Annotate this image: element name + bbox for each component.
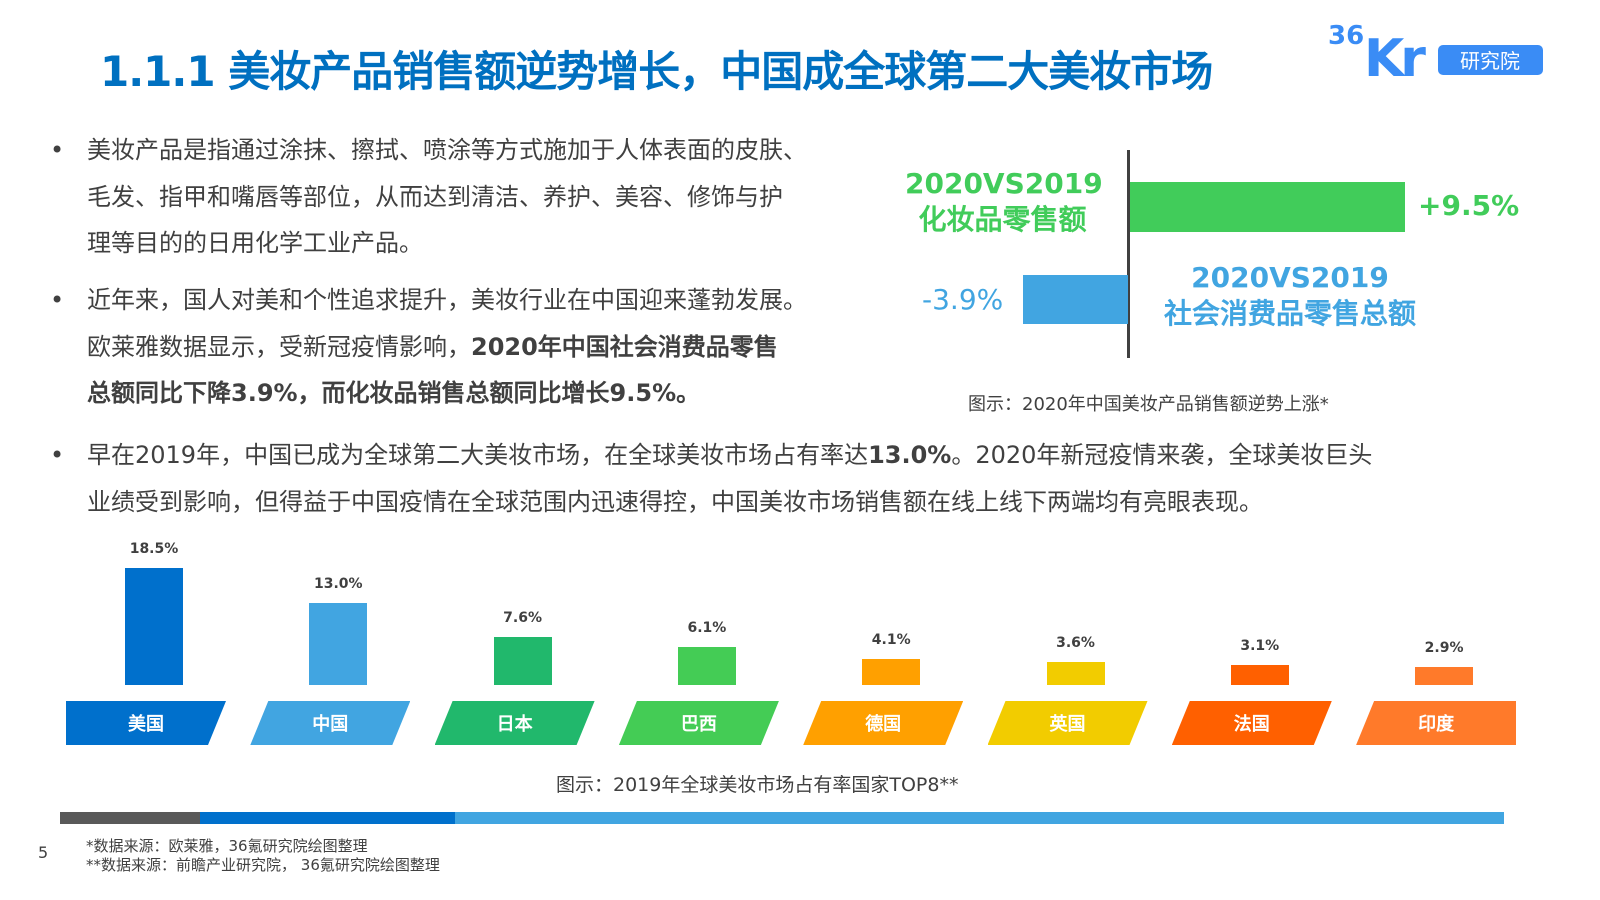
- 36kr-logo: 36 Kr 研究院: [1328, 21, 1543, 80]
- category-label: 巴西: [619, 701, 779, 745]
- text: 早在2019年，中国已成为全球第二大美妆市场，在全球美妆市场占有率达: [87, 441, 869, 469]
- category-label: 印度: [1356, 701, 1517, 745]
- chart-caption: 图示：2019年全球美妆市场占有率国家TOP8**: [556, 774, 959, 796]
- consumer-bar: [1023, 275, 1128, 324]
- text-line: 业绩受到影响，但得益于中国疫情在全球范围内迅速得控，中国美妆市场销售额在线上线下…: [87, 487, 1263, 516]
- category-label: 美国: [66, 701, 226, 745]
- bar-3: [677, 646, 736, 685]
- page-number: 5: [38, 843, 49, 862]
- text-line: 理等目的的日用化学工业产品。: [87, 229, 423, 257]
- category-label: 英国: [988, 701, 1148, 745]
- cosmetics-value: +9.5%: [1418, 189, 1520, 222]
- svg-text:36: 36: [1328, 21, 1364, 51]
- bar-5: [1046, 662, 1105, 685]
- comparison-axis: [1127, 150, 1130, 358]
- bar-4: [862, 659, 921, 685]
- bar-6: [1230, 665, 1289, 685]
- footer-bar: [60, 812, 1504, 824]
- text-line: 近年来，国人对美和个性追求提升，美妆行业在中国迎来蓬勃发展。: [87, 286, 807, 314]
- data-label: 2.9%: [1424, 639, 1464, 656]
- cosmetics-bar: [1130, 182, 1405, 232]
- highlight-text: 2020年中国社会消费品零售: [471, 332, 778, 361]
- source-note-1: *数据来源：欧莱雅，36氪研究院绘图整理: [86, 837, 368, 855]
- category-label: 法国: [1172, 701, 1332, 745]
- text-line: 美妆产品是指通过涂抹、擦拭、喷涂等方式施加于人体表面的皮肤、: [87, 136, 807, 164]
- consumer-value: -3.9%: [922, 283, 1004, 316]
- text-line: 欧莱雅数据显示，受新冠疫情影响，: [87, 332, 471, 361]
- bar-2: [493, 637, 552, 685]
- category-label: 中国: [250, 701, 410, 745]
- data-label: 6.1%: [687, 619, 727, 636]
- data-label: 13.0%: [314, 576, 363, 593]
- svg-text:研究院: 研究院: [1460, 49, 1520, 73]
- bar-7: [1415, 666, 1474, 685]
- text-line: 毛发、指甲和嘴唇等部位，从而达到清洁、养护、美容、修饰与护: [87, 182, 783, 211]
- page-title: 1.1.1 美妆产品销售额逆势增长，中国成全球第二大美妆市场: [100, 47, 1213, 96]
- source-note-2: **数据来源：前瞻产业研究院， 36氪研究院绘图整理: [86, 856, 440, 874]
- data-label: 3.1%: [1240, 638, 1280, 655]
- data-label: 4.1%: [871, 632, 911, 649]
- category-label: 德国: [803, 701, 963, 745]
- cosmetics-label: 2020VS2019 化妆品零售额: [905, 167, 1103, 236]
- svg-text:Kr: Kr: [1364, 29, 1426, 80]
- bar-0: [125, 568, 183, 685]
- data-label: 7.6%: [503, 610, 542, 627]
- bar-1: [309, 603, 368, 685]
- text: 。2020年新冠疫情来袭，全球美妆巨头: [951, 441, 1373, 469]
- highlight-text: 13.0%: [868, 441, 952, 469]
- consumer-label: 2020VS2019 社会消费品零售总额: [1163, 261, 1416, 330]
- highlight-text: 总额同比下降3.9%，而化妆品销售总额同比增长9.5%。: [87, 379, 701, 407]
- comparison-caption: 图示：2020年中国美妆产品销售额逆势上涨*: [968, 394, 1329, 415]
- category-label: 日本: [435, 701, 595, 745]
- data-label: 18.5%: [129, 541, 179, 558]
- data-label: 3.6%: [1056, 635, 1095, 652]
